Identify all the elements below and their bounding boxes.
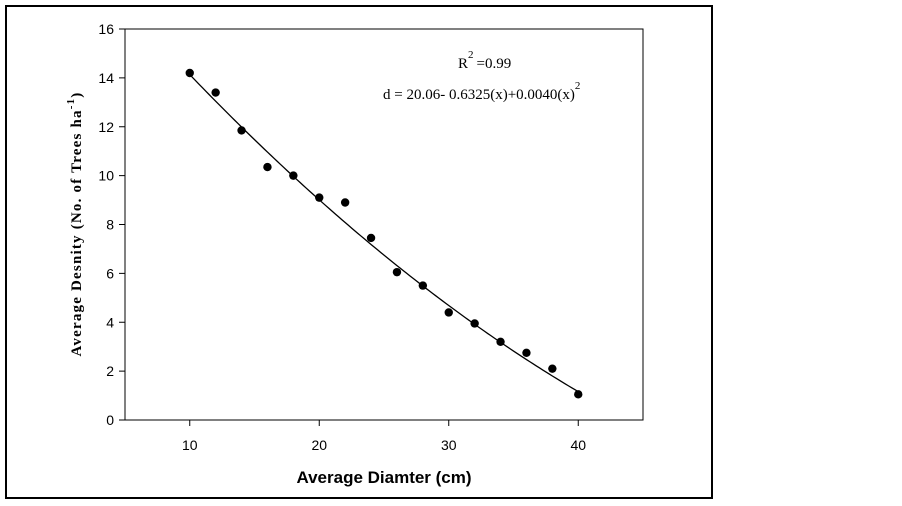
data-point: [522, 348, 531, 357]
y-axis-title-prefix: Average Desnity (No. of Trees ha: [69, 109, 85, 356]
data-point: [418, 281, 428, 290]
data-points: [185, 68, 583, 399]
x-tick-label: 40: [570, 437, 586, 453]
r-squared-value: =0.99: [477, 56, 512, 72]
y-tick-label: 12: [98, 119, 114, 135]
x-tick-label: 10: [182, 437, 198, 453]
y-axis-title-suffix: ): [69, 91, 85, 97]
data-point: [237, 126, 246, 135]
y-tick-label: 6: [106, 265, 114, 281]
x-tick-label: 20: [311, 437, 327, 453]
r-squared-exponent: 2: [468, 49, 474, 61]
y-tick-label: 4: [106, 314, 114, 330]
y-tick-label: 14: [98, 70, 114, 86]
data-point: [470, 319, 479, 328]
data-point: [548, 364, 557, 373]
equation-annotation: d = 20.06- 0.6325(x)+0.0040(x)2: [383, 80, 580, 103]
y-tick-label: 10: [98, 168, 114, 184]
data-point: [315, 193, 324, 202]
data-point: [444, 308, 453, 317]
data-point: [185, 68, 194, 78]
data-point: [496, 337, 505, 346]
chart-frame: [5, 5, 713, 499]
y-tick-label: 0: [106, 412, 114, 428]
y-axis-ticks: 0 2 4 6 8 10 12 14 16: [98, 21, 125, 428]
x-axis-title: Average Diamter (cm): [296, 468, 471, 487]
equation-exponent: 2: [575, 80, 581, 92]
y-tick-label: 8: [106, 217, 114, 233]
fit-curve: [189, 74, 579, 393]
y-tick-label: 16: [98, 21, 114, 37]
y-axis-title: Average Desnity (No. of Trees ha-1): [65, 91, 85, 356]
equation-text: d = 20.06- 0.6325(x)+0.0040(x): [383, 87, 575, 103]
data-point: [340, 198, 350, 207]
y-axis-title-superscript: -1: [65, 98, 77, 110]
x-axis-ticks: 10 20 30 40: [182, 420, 586, 453]
r-squared-base: R: [458, 56, 468, 72]
data-point: [211, 88, 220, 97]
data-point: [574, 390, 583, 399]
data-point: [289, 171, 298, 180]
data-point: [392, 267, 402, 277]
y-tick-label: 2: [106, 363, 114, 379]
data-point: [263, 162, 272, 172]
r-squared-annotation: R2=0.99: [458, 49, 511, 72]
data-point: [366, 233, 376, 243]
x-tick-label: 30: [441, 437, 457, 453]
